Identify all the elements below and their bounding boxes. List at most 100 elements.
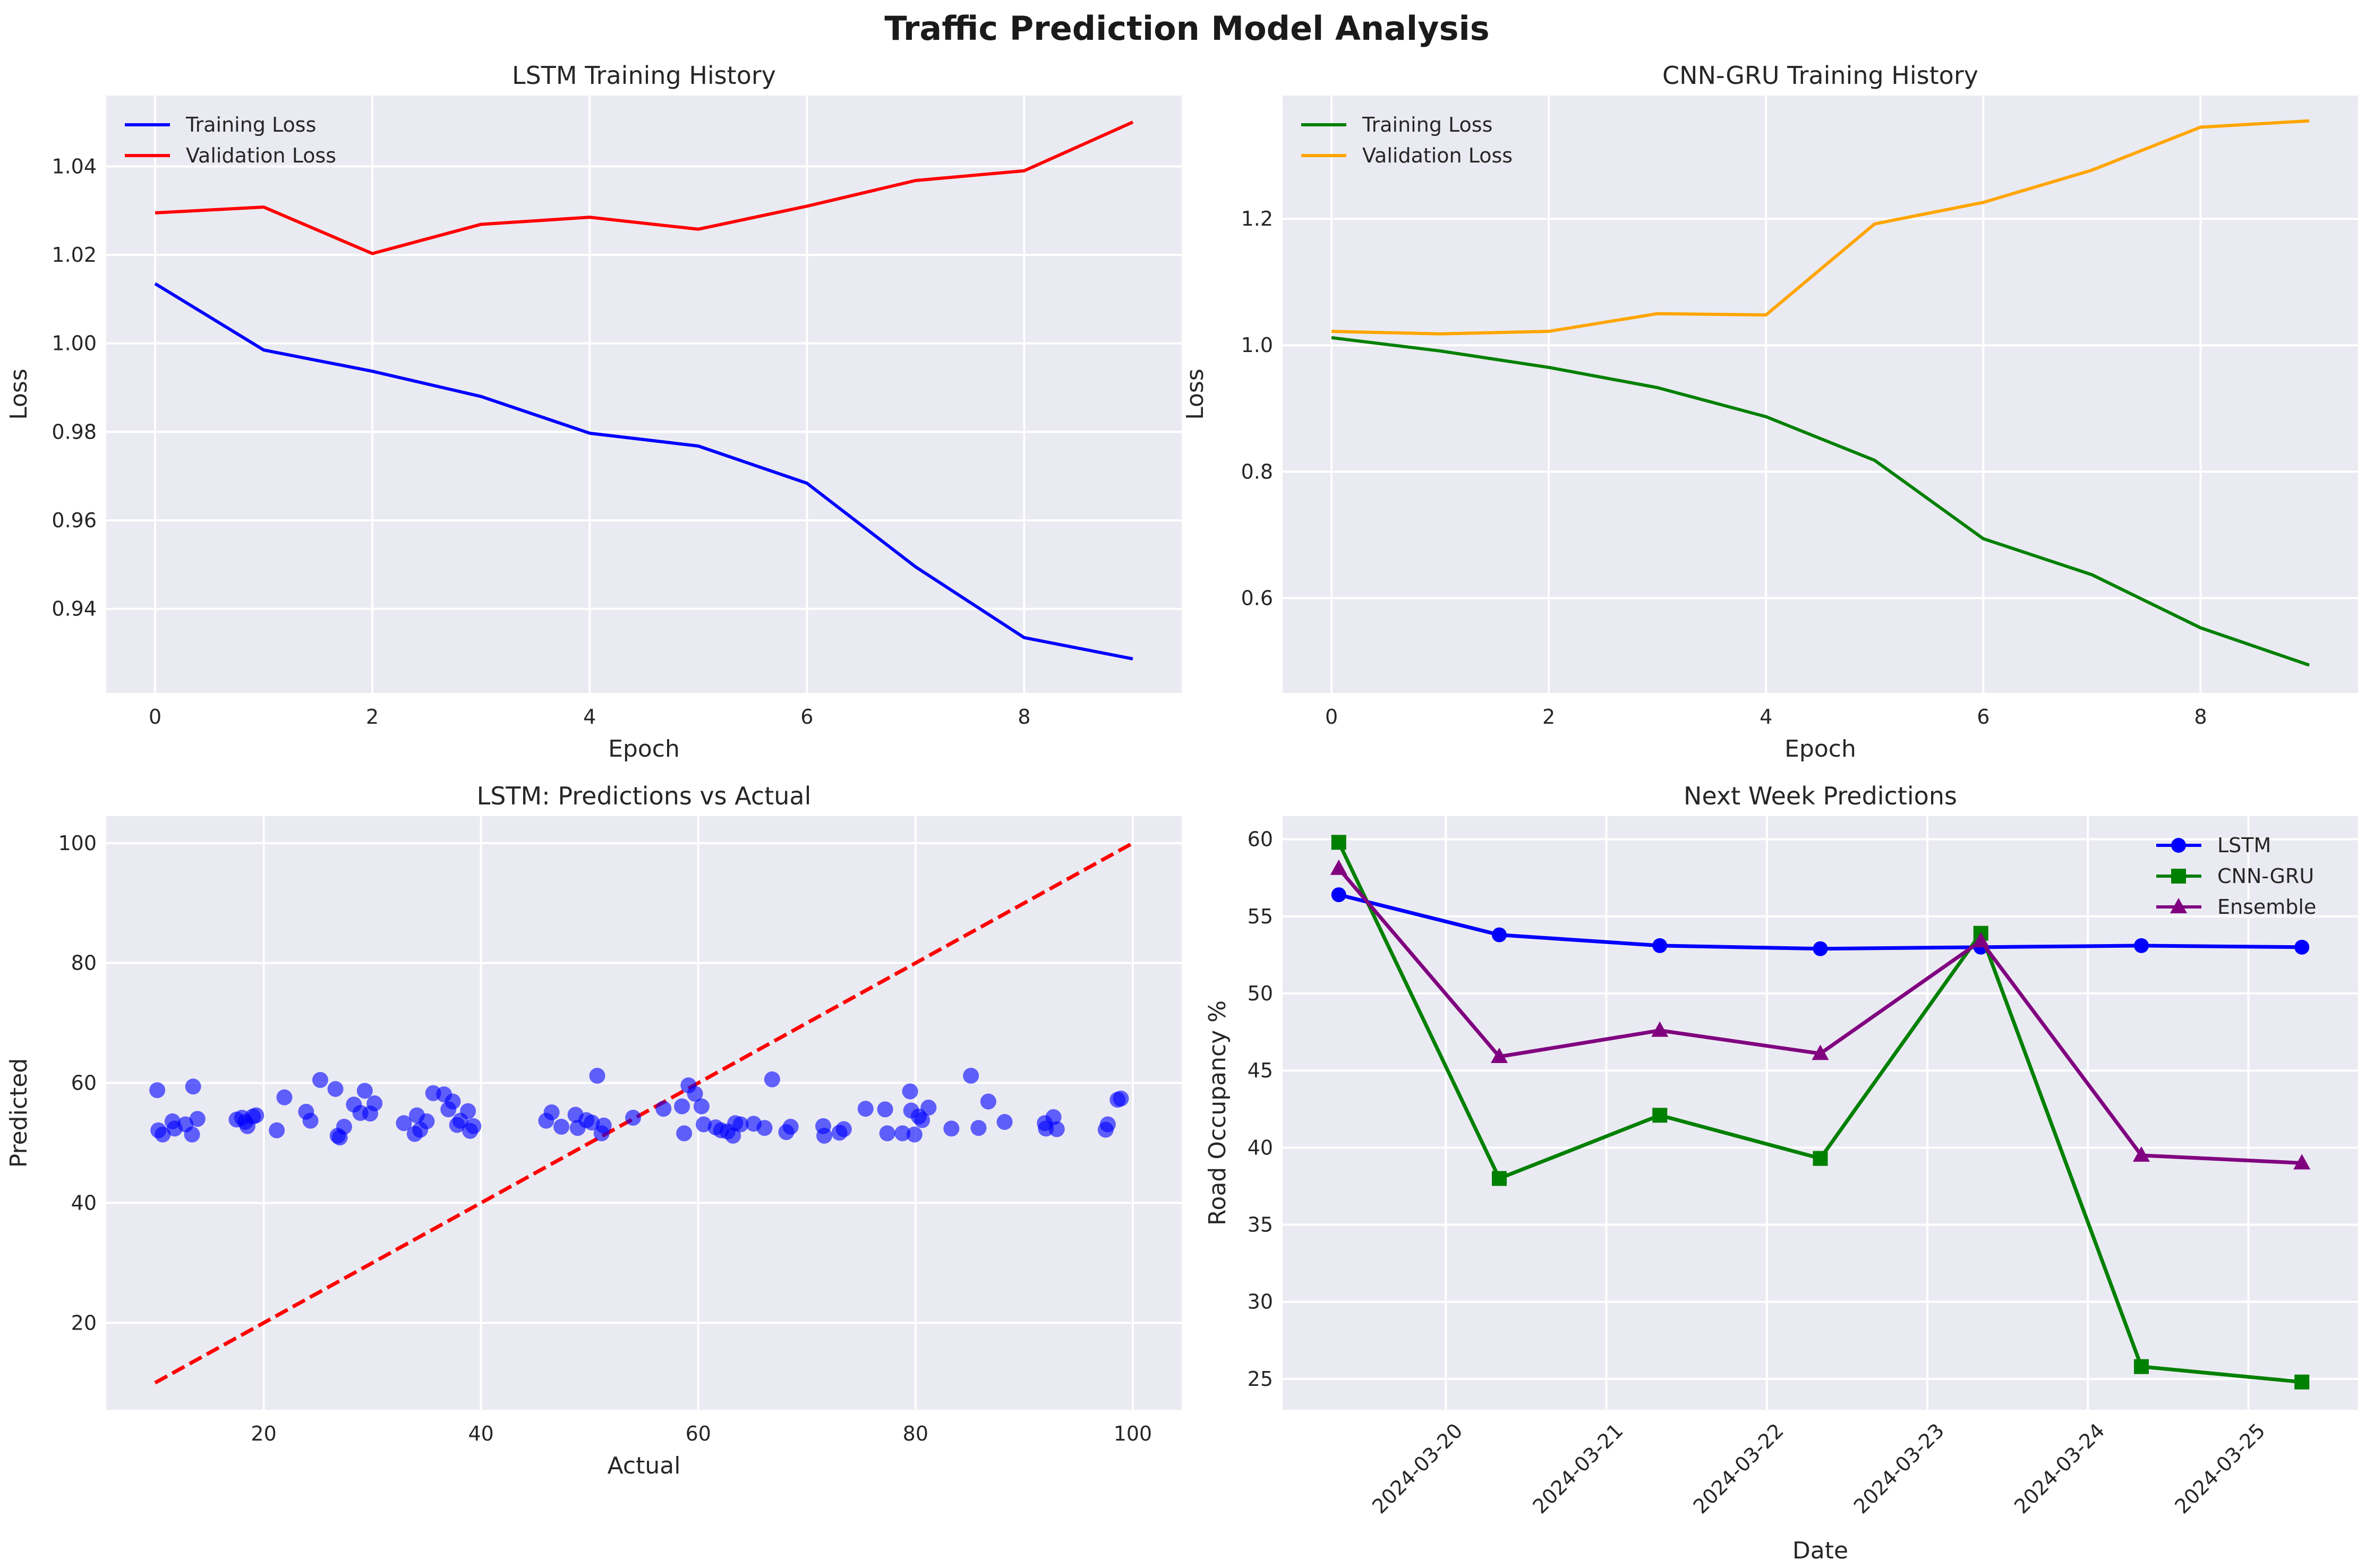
scatter-point bbox=[269, 1122, 285, 1138]
legend-label: LSTM bbox=[2217, 834, 2271, 857]
x-axis-label: Epoch bbox=[608, 735, 680, 762]
x-tick-label: 2 bbox=[366, 705, 379, 729]
legend-label: CNN-GRU bbox=[2217, 864, 2314, 888]
marker-ensemble bbox=[1972, 932, 1989, 948]
y-tick-label: 30 bbox=[1248, 1290, 1273, 1314]
marker-lstm bbox=[1813, 941, 1828, 956]
x-axis-label: Date bbox=[1792, 1537, 1848, 1564]
x-tick-label: 6 bbox=[1977, 705, 1989, 729]
x-tick-label: 80 bbox=[903, 1422, 928, 1445]
scatter-point bbox=[764, 1071, 780, 1087]
y-axis-label: Predicted bbox=[5, 1058, 32, 1168]
x-tick-label: 0 bbox=[149, 705, 161, 729]
marker-lstm bbox=[1492, 927, 1507, 942]
x-tick-label: 2024-03-22 bbox=[1689, 1419, 1788, 1518]
scatter-point bbox=[366, 1095, 383, 1111]
x-tick-label: 4 bbox=[1760, 705, 1772, 729]
x-tick-label: 60 bbox=[686, 1422, 711, 1445]
x-tick-label: 6 bbox=[800, 705, 813, 729]
x-tick-label: 2024-03-25 bbox=[2170, 1419, 2269, 1518]
y-tick-label: 40 bbox=[71, 1191, 97, 1214]
x-tick-label: 0 bbox=[1325, 705, 1338, 729]
scatter-point bbox=[356, 1083, 373, 1099]
marker-cnn-gru bbox=[1652, 1108, 1668, 1123]
marker-cnn-gru bbox=[1331, 835, 1346, 850]
panel-title: Next Week Predictions bbox=[1684, 782, 1957, 810]
lstm-predictions-vs-actual-panel: 20 40 60 80 100 20 40 60 80 100 LSTM: Predictions … bbox=[5, 782, 1182, 1479]
y-tick-label: 35 bbox=[1248, 1213, 1273, 1237]
scatter-point bbox=[396, 1115, 412, 1132]
y-tick-label: 0.6 bbox=[1241, 586, 1273, 610]
legend-label: Ensemble bbox=[2217, 895, 2316, 919]
scatter-point bbox=[996, 1113, 1013, 1130]
scatter-point bbox=[857, 1101, 874, 1117]
marker-ensemble bbox=[1812, 1044, 1829, 1060]
y-tick-label: 20 bbox=[71, 1311, 97, 1334]
scatter-point bbox=[782, 1118, 799, 1135]
marker-cnn-gru bbox=[2133, 1359, 2149, 1374]
marker-lstm bbox=[2133, 938, 2149, 953]
scatter-point bbox=[816, 1127, 833, 1144]
y-tick-label: 80 bbox=[71, 952, 97, 975]
x-tick-label: 8 bbox=[2194, 705, 2207, 729]
y-tick-label: 100 bbox=[58, 832, 97, 855]
scatter-point bbox=[445, 1093, 461, 1110]
scatter-point bbox=[1048, 1121, 1065, 1137]
y-tick-label: 60 bbox=[1248, 828, 1273, 851]
series-line-validation-loss bbox=[1331, 119, 2310, 336]
y-tick-label: 0.8 bbox=[1241, 460, 1273, 483]
scatter-point bbox=[185, 1078, 201, 1095]
x-tick-label: 2024-03-20 bbox=[1368, 1419, 1467, 1518]
marker-cnn-gru bbox=[1492, 1171, 1507, 1186]
y-tick-label: 0.98 bbox=[52, 420, 97, 443]
scatter-point bbox=[184, 1126, 200, 1143]
marker-ensemble bbox=[1491, 1048, 1508, 1064]
scatter-point bbox=[725, 1127, 741, 1144]
x-tick-label: 100 bbox=[1114, 1422, 1152, 1445]
scatter-point bbox=[655, 1101, 672, 1117]
scatter-point bbox=[970, 1120, 987, 1136]
scatter-point bbox=[302, 1112, 319, 1129]
scatter-point bbox=[877, 1101, 893, 1118]
scatter-point bbox=[543, 1104, 560, 1120]
scatter-point bbox=[248, 1107, 264, 1124]
legend-marker bbox=[2171, 869, 2186, 884]
marker-ensemble bbox=[2132, 1146, 2150, 1162]
scatter-point bbox=[276, 1089, 293, 1106]
plot-area bbox=[1283, 816, 2358, 1410]
scatter-point bbox=[584, 1115, 600, 1131]
y-tick-label: 60 bbox=[71, 1072, 97, 1095]
y-tick-label: 55 bbox=[1248, 905, 1273, 928]
y-tick-label: 1.02 bbox=[52, 243, 97, 267]
figure-title: Traffic Prediction Model Analysis bbox=[884, 9, 1489, 48]
scatter-point bbox=[1045, 1109, 1062, 1125]
x-tick-label: 40 bbox=[468, 1422, 494, 1445]
y-tick-label: 50 bbox=[1248, 982, 1273, 1005]
y-tick-label: 1.00 bbox=[52, 332, 97, 355]
marker-lstm bbox=[1652, 938, 1668, 953]
scatter-point bbox=[943, 1120, 960, 1137]
scatter-point bbox=[696, 1116, 712, 1133]
marker-ensemble bbox=[2293, 1154, 2311, 1170]
scatter-point bbox=[914, 1112, 930, 1128]
y-tick-label: 40 bbox=[1248, 1136, 1273, 1159]
cnn-gru-training-history-panel: 0 2 4 6 8 0.6 0.8 1.0 1.2 CNN-GRU Training Histor… bbox=[1182, 61, 2358, 762]
scatter-point bbox=[553, 1118, 570, 1135]
scatter-point bbox=[327, 1081, 344, 1097]
scatter-point bbox=[460, 1103, 476, 1119]
panel-title: CNN-GRU Training History bbox=[1662, 61, 1978, 90]
scatter-point bbox=[756, 1120, 773, 1136]
y-axis-label: Loss bbox=[1182, 369, 1209, 420]
scatter-point bbox=[835, 1121, 852, 1137]
series-line-training-loss bbox=[1331, 336, 2310, 667]
legend-label: Training Loss bbox=[1362, 113, 1492, 136]
y-tick-label: 0.96 bbox=[52, 509, 97, 532]
marker-cnn-gru bbox=[2294, 1374, 2310, 1390]
x-tick-label: 2024-03-23 bbox=[1849, 1419, 1949, 1518]
scatter-point bbox=[189, 1111, 206, 1127]
y-tick-label: 1.0 bbox=[1241, 333, 1273, 357]
scatter-point bbox=[963, 1067, 979, 1084]
scatter-point bbox=[625, 1110, 642, 1126]
y-tick-label: 1.2 bbox=[1241, 207, 1273, 230]
